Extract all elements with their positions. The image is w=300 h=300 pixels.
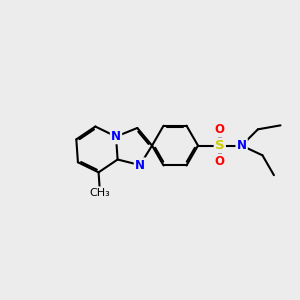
Text: O: O	[215, 124, 225, 136]
Text: O: O	[215, 155, 225, 168]
Text: N: N	[135, 159, 145, 172]
Text: N: N	[111, 130, 121, 143]
Text: S: S	[215, 139, 225, 152]
Text: CH₃: CH₃	[90, 188, 110, 197]
Text: N: N	[237, 139, 247, 152]
